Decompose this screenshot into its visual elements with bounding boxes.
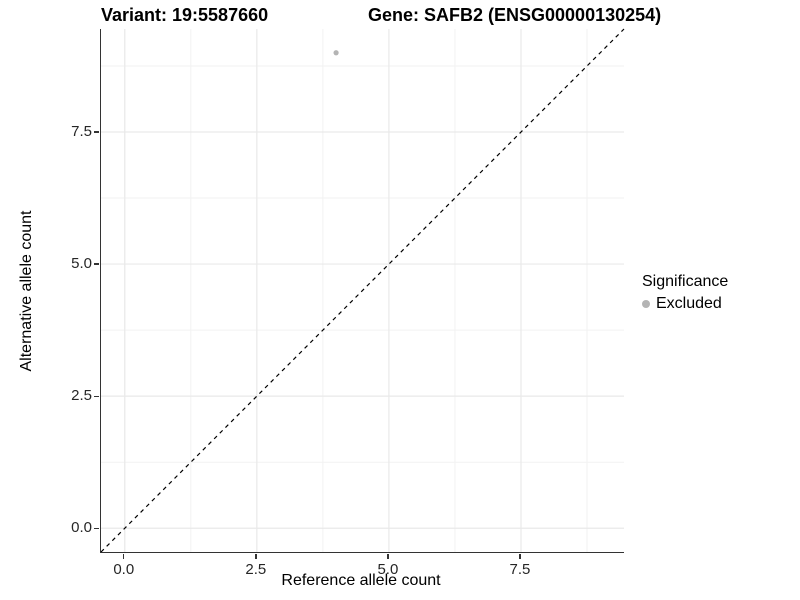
y-tick-mark [93, 263, 99, 265]
x-tick-label: 2.5 [245, 561, 267, 578]
gene-title: Gene: SAFB2 (ENSG00000130254) [368, 5, 662, 25]
y-axis-title: Alternative allele count [18, 210, 35, 372]
x-tick-mark [387, 553, 389, 559]
y-tick-mark [93, 131, 99, 133]
plot-panel [100, 28, 625, 553]
y-tick-label: 7.5 [71, 123, 92, 140]
legend-item-label: Excluded [656, 295, 722, 312]
x-tick-label: 5.0 [377, 561, 399, 578]
plot-area [100, 28, 625, 553]
variant-title: Variant: 19:5587660 [101, 5, 269, 25]
x-tick-label: 0.0 [113, 561, 135, 578]
y-tick-label: 2.5 [71, 387, 92, 405]
x-tick-mark [519, 553, 521, 559]
y-tick-label: 5.0 [71, 255, 92, 273]
legend-item-excluded: Excluded [642, 295, 728, 313]
excluded-point-swatch-icon [642, 300, 650, 308]
x-tick-label: 7.5 [509, 561, 531, 578]
x-tick-mark [123, 553, 125, 559]
identity-line [100, 28, 625, 553]
x-axis-title: Reference allele count [281, 572, 441, 589]
legend: Significance Excluded [642, 273, 728, 313]
y-tick-mark [93, 395, 99, 397]
data-point [333, 50, 339, 56]
y-tick-label: 0.0 [71, 519, 92, 537]
legend-title: Significance [642, 273, 729, 290]
x-tick-mark [255, 553, 257, 559]
y-tick-mark [93, 527, 99, 529]
